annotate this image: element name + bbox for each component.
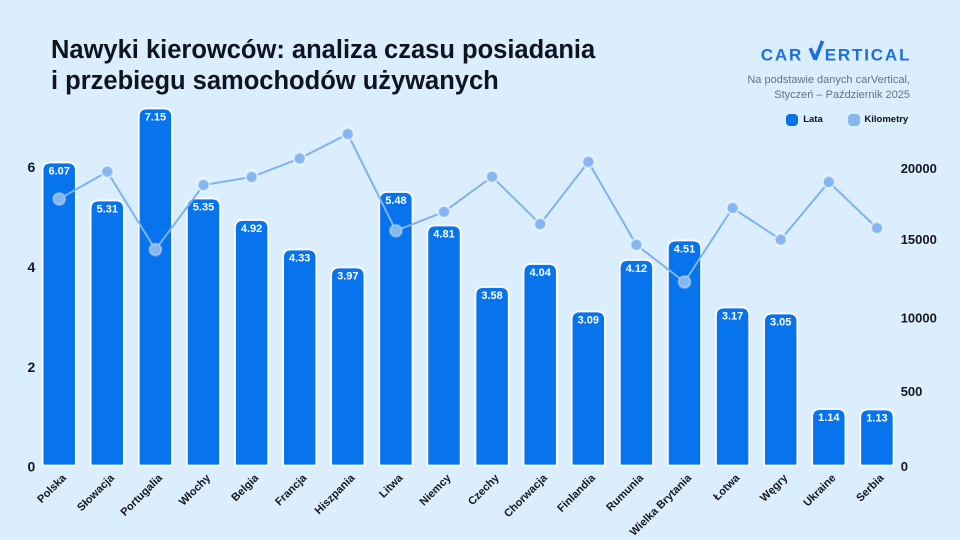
svg-text:3.58: 3.58: [481, 290, 502, 302]
svg-text:4.81: 4.81: [433, 229, 454, 241]
svg-text:4.12: 4.12: [626, 263, 647, 275]
svg-text:3.09: 3.09: [578, 315, 599, 327]
svg-text:4.04: 4.04: [529, 267, 551, 279]
svg-text:Słowacja: Słowacja: [75, 472, 117, 514]
svg-text:0: 0: [901, 459, 908, 474]
svg-text:Hiszpania: Hiszpania: [313, 472, 358, 517]
svg-text:4.51: 4.51: [674, 244, 695, 256]
svg-text:0: 0: [28, 459, 36, 475]
svg-text:Węgry: Węgry: [758, 472, 791, 505]
svg-text:5.35: 5.35: [193, 202, 214, 214]
svg-text:4: 4: [28, 259, 36, 275]
svg-text:20000: 20000: [901, 161, 937, 176]
svg-text:2: 2: [28, 359, 36, 375]
svg-text:Francja: Francja: [273, 472, 310, 509]
svg-text:5.31: 5.31: [97, 204, 118, 216]
svg-text:3.17: 3.17: [722, 311, 743, 323]
svg-text:4.33: 4.33: [289, 253, 310, 265]
svg-text:6: 6: [28, 159, 36, 175]
svg-text:Łotwa: Łotwa: [711, 472, 743, 504]
svg-text:4.92: 4.92: [241, 223, 262, 235]
svg-text:ERTICAL: ERTICAL: [825, 46, 912, 65]
svg-text:3.05: 3.05: [770, 317, 791, 329]
svg-text:Ukraine: Ukraine: [801, 472, 838, 509]
svg-text:Finlandia: Finlandia: [555, 472, 598, 515]
svg-text:5.48: 5.48: [385, 195, 406, 207]
svg-text:6.07: 6.07: [48, 166, 69, 178]
svg-text:Chorwacja: Chorwacja: [502, 472, 550, 520]
svg-text:3.97: 3.97: [337, 271, 358, 283]
svg-text:Polska: Polska: [35, 472, 69, 506]
svg-text:7.15: 7.15: [145, 112, 166, 124]
svg-text:1.13: 1.13: [866, 413, 887, 425]
svg-text:500: 500: [901, 384, 923, 399]
svg-text:15000: 15000: [901, 232, 937, 247]
svg-text:Portugalia: Portugalia: [118, 472, 165, 519]
svg-text:CAR: CAR: [761, 46, 803, 65]
svg-text:10000: 10000: [901, 310, 937, 325]
svg-text:Niemcy: Niemcy: [417, 472, 454, 509]
svg-text:Rumunia: Rumunia: [604, 472, 646, 514]
svg-text:Litwa: Litwa: [377, 472, 406, 501]
svg-text:1.14: 1.14: [818, 412, 840, 424]
svg-text:Włochy: Włochy: [177, 472, 214, 509]
svg-text:Czechy: Czechy: [466, 472, 502, 508]
svg-text:Serbia: Serbia: [854, 472, 887, 505]
svg-text:Belgia: Belgia: [229, 472, 261, 504]
